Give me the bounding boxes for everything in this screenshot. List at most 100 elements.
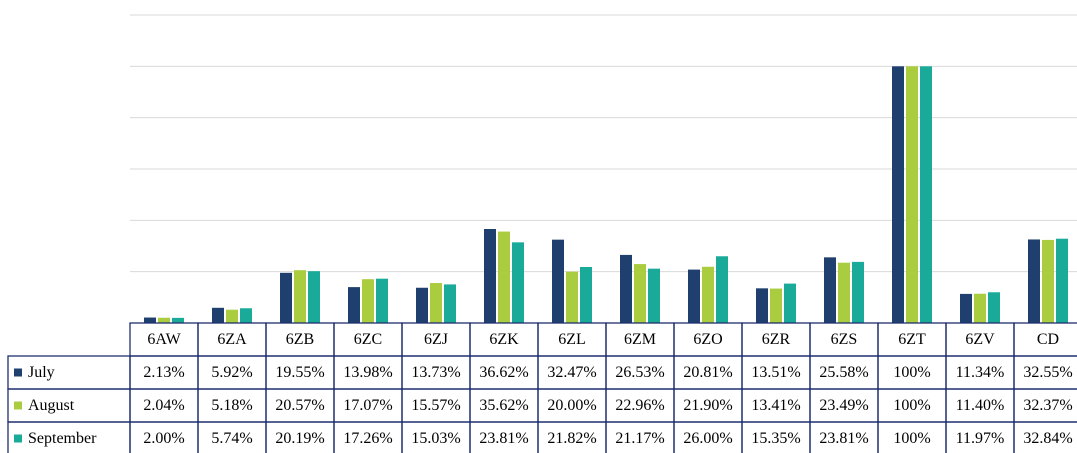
table-cell [1013,421,1077,453]
bar [852,261,864,323]
x-tick-label: 6ZR [762,331,791,348]
data-label: 100% [893,364,930,381]
data-label: 32.47% [547,364,596,381]
bar [580,266,592,323]
data-label: 5.18% [211,397,252,414]
bar [1042,239,1054,323]
x-tick-label: 6ZL [558,331,586,348]
bar [348,287,360,323]
bar [362,279,374,323]
x-tick-label: 6ZK [489,331,519,348]
data-label: 36.62% [479,364,528,381]
x-tick-label: 6ZS [831,331,858,348]
data-label: 32.37% [1023,397,1072,414]
x-tick-label: 6AW [147,331,181,348]
bar [716,256,728,323]
data-label: 20.00% [547,397,596,414]
data-label: 23.81% [819,430,868,447]
data-label: 13.98% [343,364,392,381]
x-tick-label: 6ZV [965,331,995,348]
data-label: 17.07% [343,397,392,414]
bar [824,257,836,323]
data-label: 22.96% [615,397,664,414]
data-label: 13.73% [411,364,460,381]
bar [376,278,388,323]
bar [240,308,252,323]
bar [838,262,850,323]
legend-label: July [28,364,55,381]
bar [294,270,306,323]
bar [974,293,986,323]
data-label: 20.81% [683,364,732,381]
data-label: 17.26% [343,430,392,447]
data-label: 32.55% [1023,364,1072,381]
bar [444,284,456,323]
x-tick-label: 6ZM [624,331,656,348]
bar [906,66,918,323]
bar [648,268,660,323]
data-label: 26.53% [615,364,664,381]
bar [770,288,782,323]
data-label: 21.82% [547,430,596,447]
legend-swatch [14,368,22,377]
data-label: 23.49% [819,397,868,414]
x-tick-label: 6ZO [693,331,722,348]
bar [280,272,292,323]
bar [892,66,904,323]
data-label: 11.40% [956,397,1005,414]
data-label: 32.84% [1023,430,1072,447]
bar [634,264,646,323]
x-tick-label: 6ZC [354,331,382,348]
bar [1028,239,1040,323]
bar [552,239,564,323]
x-tick-label: CD [1037,331,1059,348]
data-label: 21.17% [615,430,664,447]
data-label: 20.19% [275,430,324,447]
data-label: 11.97% [956,430,1005,447]
bar [920,66,932,323]
data-label: 13.51% [751,364,800,381]
bar [226,309,238,323]
x-tick-label: 6ZB [286,331,314,348]
data-label: 5.92% [211,364,252,381]
bar [784,283,796,323]
data-label: 2.04% [143,397,184,414]
data-label: 100% [893,397,930,414]
table-cell [7,355,131,390]
bar [430,283,442,323]
data-label: 21.90% [683,397,732,414]
data-label: 35.62% [479,397,528,414]
bar [1056,238,1068,323]
bar [498,231,510,323]
bar [988,292,1000,323]
data-label: 15.57% [411,397,460,414]
bar [566,271,578,323]
data-label: 23.81% [479,430,528,447]
bar [688,269,700,323]
data-label: 15.35% [751,430,800,447]
x-tick-label: 6ZA [217,331,247,348]
legend-swatch [14,434,22,443]
bar [416,287,428,323]
data-label: 2.00% [143,430,184,447]
x-tick-label: 6ZT [898,331,926,348]
data-label: 13.41% [751,397,800,414]
table-cell [7,421,131,453]
bar [484,229,496,323]
data-label: 11.34% [956,364,1005,381]
bar [158,317,170,323]
data-label: 5.74% [211,430,252,447]
bar [144,317,156,323]
bar [960,293,972,323]
bar [212,307,224,323]
data-label: 100% [893,430,930,447]
legend-swatch [14,401,22,410]
legend-label: September [28,430,97,447]
data-label: 19.55% [275,364,324,381]
data-label: 15.03% [411,430,460,447]
data-label: 25.58% [819,364,868,381]
legend-label: August [28,397,75,414]
data-label: 2.13% [143,364,184,381]
x-tick-label: 6ZJ [424,331,448,348]
